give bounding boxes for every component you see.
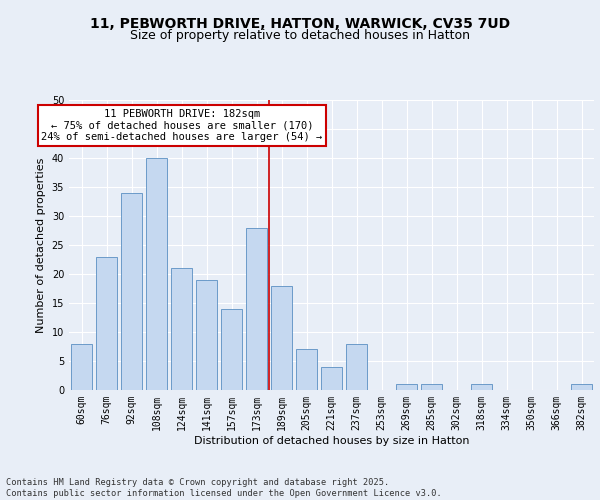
Bar	[146, 158, 167, 390]
Bar	[296, 350, 317, 390]
Text: 11 PEBWORTH DRIVE: 182sqm
← 75% of detached houses are smaller (170)
24% of semi: 11 PEBWORTH DRIVE: 182sqm ← 75% of detac…	[41, 108, 323, 142]
Bar	[171, 268, 192, 390]
Bar	[271, 286, 292, 390]
Bar	[196, 280, 217, 390]
Text: 11, PEBWORTH DRIVE, HATTON, WARWICK, CV35 7UD: 11, PEBWORTH DRIVE, HATTON, WARWICK, CV3…	[90, 18, 510, 32]
Bar	[471, 384, 492, 390]
Text: Contains HM Land Registry data © Crown copyright and database right 2025.
Contai: Contains HM Land Registry data © Crown c…	[6, 478, 442, 498]
Bar	[421, 384, 442, 390]
Bar	[71, 344, 92, 390]
Y-axis label: Number of detached properties: Number of detached properties	[36, 158, 46, 332]
Text: Size of property relative to detached houses in Hatton: Size of property relative to detached ho…	[130, 29, 470, 42]
X-axis label: Distribution of detached houses by size in Hatton: Distribution of detached houses by size …	[194, 436, 469, 446]
Bar	[321, 367, 342, 390]
Bar	[396, 384, 417, 390]
Bar	[221, 309, 242, 390]
Bar	[121, 193, 142, 390]
Bar	[96, 256, 117, 390]
Bar	[246, 228, 267, 390]
Bar	[346, 344, 367, 390]
Bar	[571, 384, 592, 390]
